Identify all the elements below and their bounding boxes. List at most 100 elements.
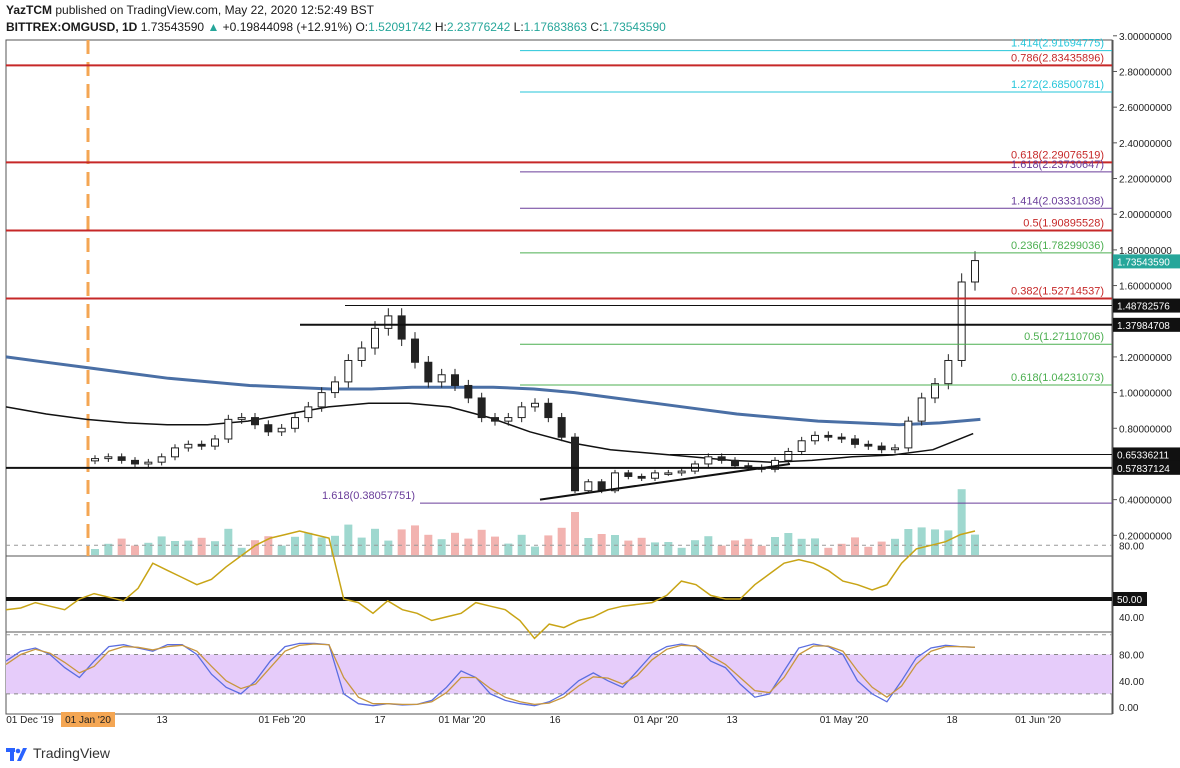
stoch-d-line <box>5 643 976 706</box>
volume-bar <box>731 540 739 555</box>
candle <box>317 392 326 408</box>
volume-bar <box>411 525 419 555</box>
fib-level-label: 0.618(2.29076519) <box>1011 149 1104 161</box>
tradingview-brand[interactable]: TradingView <box>6 744 110 762</box>
x-tick-label: 18 <box>946 715 958 726</box>
volume-bar <box>317 537 326 555</box>
volume-bar <box>117 538 126 555</box>
volume-bar <box>264 536 273 555</box>
volume-bar <box>277 545 286 555</box>
volume-bar <box>184 540 193 555</box>
candle <box>277 427 286 433</box>
volume-bar <box>397 529 406 555</box>
volume-bar <box>851 537 859 555</box>
candle <box>611 472 619 492</box>
candle <box>304 406 313 419</box>
volume-bar <box>877 541 886 555</box>
candle <box>117 456 126 461</box>
volume-bar <box>917 527 926 555</box>
x-tick-label: 01 Jun '20 <box>1015 715 1061 726</box>
price-label-box <box>1113 447 1180 462</box>
candle <box>477 397 486 419</box>
volume-bar <box>384 540 393 555</box>
candle <box>571 436 579 492</box>
fib-level-label: 1.414(2.91694775) <box>1011 38 1104 50</box>
candle <box>157 456 166 463</box>
fib-level-label: 1.414(2.03331038) <box>1011 195 1104 207</box>
volume-bar <box>864 546 873 555</box>
volume-bar <box>224 528 233 555</box>
price-label: 0.65336211 <box>1117 450 1170 461</box>
candle <box>491 417 499 422</box>
open-value: 1.52091742 <box>368 20 432 34</box>
candle <box>584 481 593 492</box>
rsi-level-box <box>1113 592 1147 606</box>
candle <box>397 315 406 340</box>
candle <box>864 443 873 447</box>
candle <box>517 406 526 419</box>
candle <box>291 417 299 429</box>
close-value: 1.73543590 <box>602 20 666 34</box>
y-tick-label: 0.40000000 <box>1119 496 1172 507</box>
volume-bar <box>904 529 913 555</box>
candle <box>597 481 606 492</box>
candle <box>91 458 99 462</box>
y-tick-label: 0.80000000 <box>1119 424 1172 435</box>
fib-level-label: 1.618(2.23730647) <box>1011 159 1104 171</box>
x-tick-label: 16 <box>549 715 561 726</box>
candle <box>904 420 913 449</box>
publish-info: published on TradingView.com, May 22, 20… <box>52 3 374 17</box>
x-tick-label: 01 Feb '20 <box>259 715 306 726</box>
candle <box>384 315 393 329</box>
candle <box>531 402 539 408</box>
volume-bar <box>824 547 833 555</box>
rising-trendline <box>539 462 791 501</box>
y-tick-label: 0.20000000 <box>1119 531 1172 542</box>
rsi-level-label: 50.00 <box>1117 595 1142 606</box>
candle <box>704 456 713 465</box>
publisher-name[interactable]: YazTCM <box>6 3 53 17</box>
x-tick-label: 13 <box>726 715 738 726</box>
y-tick-label: 3.00000000 <box>1119 32 1172 43</box>
candle <box>451 374 459 386</box>
candle <box>331 381 339 394</box>
stoch-k-line <box>5 642 976 707</box>
y-tick-label: 2.20000000 <box>1119 175 1172 186</box>
volume-bar <box>637 537 646 555</box>
fib-level-label: 0.786(2.83435896) <box>1011 52 1104 64</box>
low-label: L: <box>513 20 524 34</box>
rsi-tick-label: 40.00 <box>1119 613 1144 624</box>
fib-level-label: 0.382(1.52714537) <box>1011 286 1104 298</box>
volume-bar <box>784 533 793 555</box>
candle <box>251 417 259 426</box>
x-tick-highlight <box>61 712 115 727</box>
tradingview-logo-icon <box>6 748 27 761</box>
y-tick-label: 1.60000000 <box>1119 282 1172 293</box>
candle <box>411 338 419 363</box>
x-tick-label: 17 <box>374 715 386 726</box>
high-value: 2.23776242 <box>446 20 511 34</box>
volume-bar <box>691 540 699 555</box>
volume-bar <box>797 538 806 555</box>
x-tick-label: 01 Dec '19 <box>6 715 54 726</box>
volume-bar <box>624 540 633 555</box>
candle <box>624 472 633 477</box>
candle <box>464 384 473 399</box>
price-label-box <box>1113 317 1180 332</box>
price-change: +0.19844098 (+12.91%) <box>222 20 353 34</box>
volume-bar <box>651 542 659 555</box>
brand-name: TradingView <box>33 745 111 761</box>
rsi-pane <box>5 555 1113 633</box>
volume-bar <box>544 535 553 555</box>
volume-bar <box>571 512 579 555</box>
volume-bar <box>771 537 779 555</box>
volume-bar <box>304 532 313 555</box>
volume-bar <box>371 528 379 555</box>
candle <box>811 434 819 442</box>
low-value: 1.17683863 <box>523 20 588 34</box>
x-tick-label: 01 May '20 <box>820 715 869 726</box>
candle <box>637 475 646 479</box>
fib-level-label: 1.272(2.68500781) <box>1011 79 1104 91</box>
candle <box>971 260 979 283</box>
